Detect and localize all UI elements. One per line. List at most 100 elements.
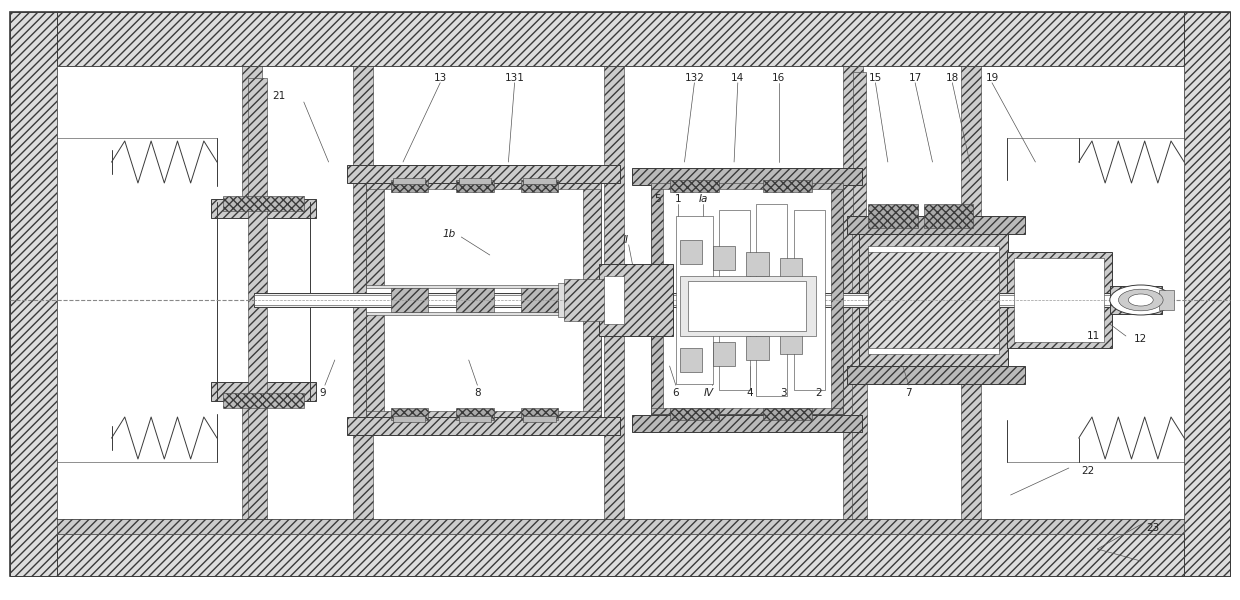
Circle shape	[1118, 289, 1163, 311]
Bar	[10, 12, 57, 576]
Text: 14: 14	[732, 73, 744, 83]
Bar	[10, 12, 1230, 66]
Text: 2: 2	[815, 388, 822, 398]
Text: 131: 131	[505, 73, 525, 83]
Text: 132: 132	[684, 73, 704, 83]
Bar	[713, 246, 735, 270]
Bar	[746, 336, 769, 360]
Bar	[651, 186, 663, 414]
Bar	[366, 180, 384, 420]
Bar	[763, 180, 812, 192]
Bar	[347, 165, 620, 183]
Bar	[223, 393, 304, 408]
Bar	[521, 408, 558, 420]
Bar	[223, 196, 304, 211]
Bar	[680, 240, 702, 264]
Bar	[859, 234, 1008, 366]
Bar	[651, 186, 843, 414]
Text: 4: 4	[746, 388, 754, 398]
Bar	[604, 66, 624, 534]
Circle shape	[1110, 285, 1172, 315]
Bar	[391, 180, 428, 192]
Bar	[211, 199, 316, 218]
Text: 6: 6	[672, 388, 680, 398]
Bar	[794, 210, 825, 390]
Bar	[211, 382, 316, 401]
Text: 21: 21	[273, 91, 285, 101]
Bar	[961, 66, 981, 534]
Bar	[353, 66, 373, 534]
Text: 1b: 1b	[443, 229, 455, 239]
Text: 9: 9	[319, 388, 326, 398]
Bar	[670, 180, 719, 192]
Bar	[1184, 12, 1230, 576]
Bar	[847, 366, 1025, 384]
Bar	[713, 342, 735, 366]
Text: 16: 16	[773, 73, 785, 83]
Bar	[456, 288, 494, 312]
Bar	[1159, 290, 1174, 310]
Bar	[459, 416, 491, 422]
Text: 23: 23	[1147, 523, 1159, 533]
Bar	[57, 66, 1184, 534]
Bar	[521, 180, 558, 192]
Circle shape	[1128, 294, 1153, 306]
Text: 22: 22	[1081, 466, 1094, 476]
Text: 19: 19	[986, 73, 998, 83]
Bar	[521, 288, 558, 312]
Text: II: II	[624, 235, 629, 245]
Bar	[632, 168, 862, 185]
Bar	[391, 288, 428, 312]
Bar	[217, 216, 310, 384]
Text: Ia: Ia	[698, 194, 708, 204]
Text: 17: 17	[909, 73, 921, 83]
Bar	[868, 246, 999, 354]
Bar	[680, 348, 702, 372]
Bar	[719, 210, 750, 390]
Text: 8: 8	[474, 388, 481, 398]
Text: 13: 13	[434, 73, 446, 83]
Bar	[843, 66, 863, 534]
Bar	[456, 408, 494, 420]
Bar	[780, 330, 802, 354]
Bar	[456, 180, 494, 192]
Bar	[651, 183, 843, 189]
Bar	[366, 180, 601, 420]
Text: IV: IV	[704, 388, 714, 398]
Bar	[523, 178, 556, 184]
Bar	[366, 411, 601, 420]
Bar	[558, 283, 608, 317]
Bar	[604, 276, 624, 324]
Bar	[1110, 286, 1162, 314]
Bar	[680, 276, 816, 336]
Bar	[632, 415, 862, 432]
Text: 1: 1	[675, 194, 682, 204]
Bar	[746, 252, 769, 276]
Bar	[347, 417, 620, 435]
Bar	[254, 295, 1122, 305]
Bar	[1007, 252, 1112, 348]
Bar	[688, 281, 806, 331]
Bar	[254, 293, 1122, 307]
Bar	[852, 216, 867, 534]
Bar	[599, 264, 673, 336]
Bar	[523, 416, 556, 422]
Bar	[393, 178, 425, 184]
Bar	[57, 519, 1184, 534]
Bar	[564, 279, 608, 321]
Bar	[831, 186, 843, 414]
Bar	[366, 285, 601, 315]
Bar	[676, 216, 713, 384]
Bar	[248, 78, 267, 522]
Bar	[393, 416, 425, 422]
Text: 18: 18	[946, 73, 959, 83]
Bar	[1014, 258, 1104, 342]
Bar	[780, 258, 802, 282]
Bar	[670, 408, 719, 420]
Bar	[868, 204, 918, 228]
Text: 12: 12	[1135, 334, 1147, 344]
Bar	[847, 216, 1025, 234]
Text: 3: 3	[780, 388, 787, 398]
Bar	[853, 72, 866, 216]
Bar	[242, 66, 262, 534]
